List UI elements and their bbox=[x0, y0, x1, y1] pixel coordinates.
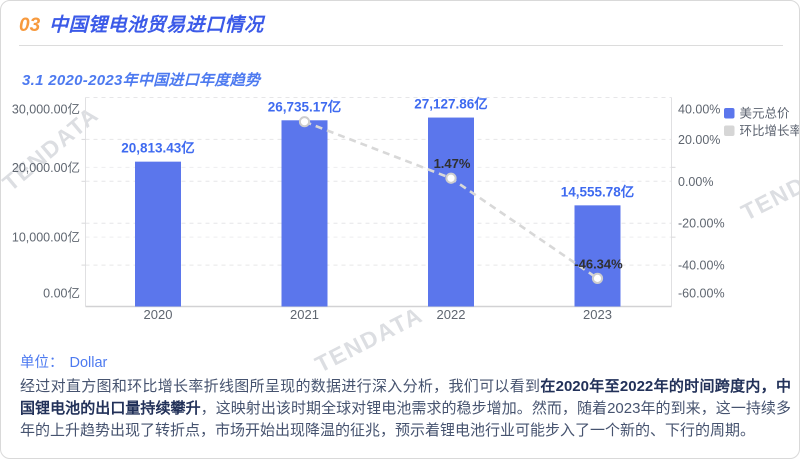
legend-item-line-series[interactable]: 环比增长率 bbox=[724, 123, 800, 138]
analysis-text: ，这映射出该时期全球对锂电池需求的稳步增加。然而，随着2023年的到来，这一持续… bbox=[20, 400, 791, 439]
bar-2023[interactable] bbox=[574, 205, 621, 307]
line-value-label: -46.34% bbox=[574, 256, 623, 271]
chart-section-title: 3.1 2020-2023年中国进口年度趋势 bbox=[22, 72, 261, 89]
analysis-paragraph: 经过对直方图和环比增长率折线图所呈现的数据进行深入分析，我们可以看到在2020年… bbox=[20, 376, 791, 442]
bar-2022[interactable] bbox=[428, 117, 474, 307]
right-axis-tick-label: 0.00% bbox=[678, 175, 713, 189]
bar-value-label: 14,555.78亿 bbox=[561, 183, 635, 199]
left-axis-tick-label: 20,000.00亿 bbox=[12, 160, 80, 175]
legend-label: 美元总价 bbox=[740, 107, 791, 121]
right-axis-tick-label: 20.00% bbox=[678, 133, 720, 147]
analysis-text: 经过对直方图和环比增长率折线图所呈现的数据进行深入分析，我们可以看到 bbox=[20, 378, 541, 395]
x-axis-label-2021: 2021 bbox=[290, 307, 319, 322]
x-axis-label-2022: 2022 bbox=[437, 307, 466, 322]
line-point-2022[interactable] bbox=[445, 172, 457, 184]
bar-2020[interactable] bbox=[135, 161, 181, 307]
line-point-2021[interactable] bbox=[298, 116, 311, 128]
bar-value-label: 27,127.86亿 bbox=[414, 96, 488, 112]
legend-line-swatch bbox=[724, 125, 735, 136]
right-axis-tick-label: -60.00% bbox=[678, 287, 725, 301]
legend-bar-swatch bbox=[724, 108, 735, 119]
right-axis-tick-label: -40.00% bbox=[678, 259, 725, 273]
legend-label: 环比增长率 bbox=[740, 123, 800, 138]
x-axis-label-2020: 2020 bbox=[144, 307, 173, 322]
right-axis-tick-label: -20.00% bbox=[678, 217, 725, 231]
line-value-label: 1.47% bbox=[434, 156, 471, 171]
line-point-2023[interactable] bbox=[591, 272, 604, 284]
x-axis-label-2023: 2023 bbox=[583, 307, 612, 322]
left-axis-tick-label: 10,000.00亿 bbox=[12, 230, 80, 245]
unit-label: 单位： bbox=[20, 355, 64, 371]
bar-value-label: 20,813.43亿 bbox=[121, 140, 195, 156]
bar-value-label: 26,735.17亿 bbox=[268, 98, 342, 114]
unit-value: Dollar bbox=[69, 355, 108, 371]
legend-item-bar-series[interactable]: 美元总价 bbox=[724, 107, 790, 121]
page-header: 03 中国锂电池贸易进口情况 bbox=[19, 10, 264, 37]
analysis-bold-text: 在2020年至2022年的时间跨度内，中国锂电池的出口量持续攀升 bbox=[20, 378, 791, 417]
left-axis-tick-label: 0.00亿 bbox=[43, 286, 80, 301]
right-axis-tick-label: 40.00% bbox=[678, 103, 720, 117]
page-title: 中国锂电池贸易进口情况 bbox=[49, 15, 264, 36]
header-divider bbox=[19, 45, 783, 46]
bar-2021[interactable] bbox=[281, 120, 328, 307]
left-axis-tick-label: 30,000.00亿 bbox=[12, 102, 80, 117]
unit-line: 单位： Dollar bbox=[20, 351, 107, 372]
section-number: 03 bbox=[19, 15, 41, 36]
